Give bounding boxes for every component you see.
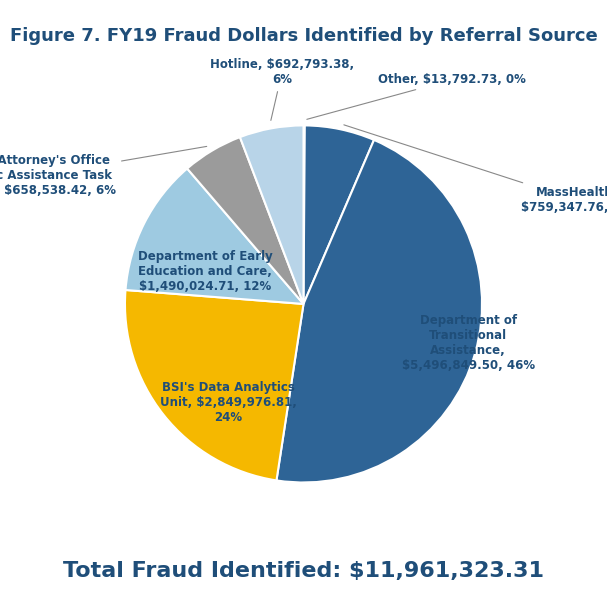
Text: Figure 7. FY19 Fraud Dollars Identified by Referral Source: Figure 7. FY19 Fraud Dollars Identified …	[10, 27, 597, 45]
Text: Department of Early
Education and Care,
$1,490,024.71, 12%: Department of Early Education and Care, …	[138, 250, 273, 293]
Text: Other, $13,792.73, 0%: Other, $13,792.73, 0%	[307, 73, 526, 119]
Wedge shape	[125, 290, 304, 480]
Text: Department of
Transitional
Assistance,
$5,496,849.50, 46%: Department of Transitional Assistance, $…	[402, 314, 535, 372]
Text: U.S. Attorney's Office
Public Assistance Task
Force, $658,538.42, 6%: U.S. Attorney's Office Public Assistance…	[0, 147, 207, 197]
Wedge shape	[240, 125, 304, 304]
Wedge shape	[126, 169, 304, 304]
Wedge shape	[304, 125, 374, 304]
Text: MassHealth,
$759,347.76, 6%: MassHealth, $759,347.76, 6%	[344, 125, 607, 215]
Wedge shape	[276, 140, 482, 483]
Text: Total Fraud Identified: $11,961,323.31: Total Fraud Identified: $11,961,323.31	[63, 561, 544, 581]
Text: BSI's Data Analytics
Unit, $2,849,976.81,
24%: BSI's Data Analytics Unit, $2,849,976.81…	[160, 381, 297, 424]
Text: Hotline, $692,793.38,
6%: Hotline, $692,793.38, 6%	[210, 58, 354, 120]
Wedge shape	[304, 125, 305, 304]
Wedge shape	[187, 137, 304, 304]
